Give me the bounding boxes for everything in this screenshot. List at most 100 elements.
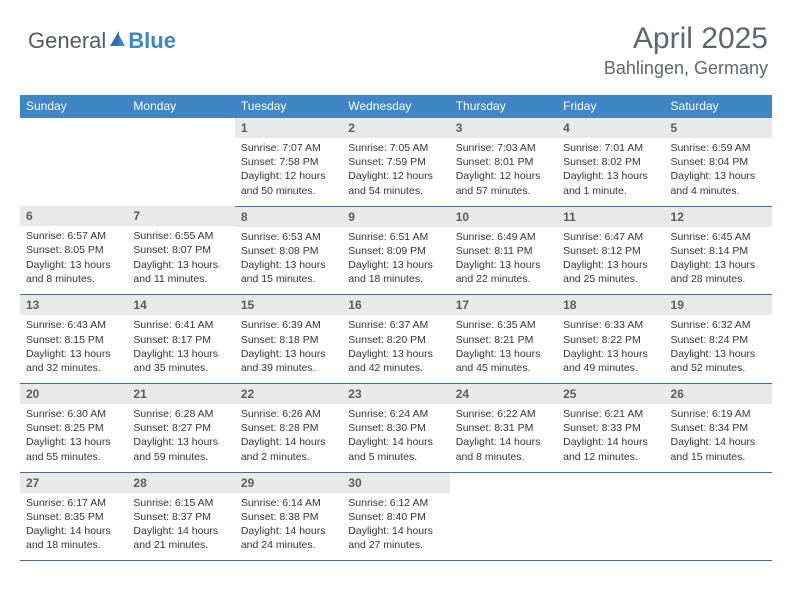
day-number: 26 (665, 384, 772, 404)
day-details: Sunrise: 6:26 AMSunset: 8:28 PMDaylight:… (235, 404, 342, 472)
day-number: 10 (450, 207, 557, 227)
day-detail-line: Daylight: 14 hours and 18 minutes. (26, 524, 121, 552)
day-detail-line: Sunset: 8:35 PM (26, 510, 121, 524)
day-detail-line: Sunset: 8:17 PM (133, 333, 228, 347)
day-detail-line: Sunrise: 6:26 AM (241, 407, 336, 421)
day-detail-line: Sunrise: 6:59 AM (671, 141, 766, 155)
day-detail-line: Daylight: 14 hours and 2 minutes. (241, 435, 336, 463)
day-detail-line: Sunset: 8:08 PM (241, 244, 336, 258)
day-of-week-header: Saturday (665, 95, 772, 118)
day-detail-line: Sunset: 8:25 PM (26, 421, 121, 435)
day-number: 8 (235, 207, 342, 227)
day-detail-line: Sunrise: 6:12 AM (348, 496, 443, 510)
day-number: 5 (665, 118, 772, 138)
day-number: 30 (342, 473, 449, 493)
logo: General Blue (28, 28, 176, 54)
day-details: Sunrise: 6:59 AMSunset: 8:04 PMDaylight:… (665, 138, 772, 206)
day-detail-line: Daylight: 13 hours and 4 minutes. (671, 169, 766, 197)
day-number: 16 (342, 295, 449, 315)
day-detail-line: Sunrise: 6:21 AM (563, 407, 658, 421)
day-detail-line: Daylight: 13 hours and 1 minute. (563, 169, 658, 197)
day-number: 11 (557, 207, 664, 227)
day-number: 21 (127, 384, 234, 404)
day-details: Sunrise: 7:07 AMSunset: 7:58 PMDaylight:… (235, 138, 342, 206)
day-number: 1 (235, 118, 342, 138)
day-detail-line: Sunrise: 6:55 AM (133, 229, 228, 243)
day-number: 3 (450, 118, 557, 138)
week-row: 1Sunrise: 7:07 AMSunset: 7:58 PMDaylight… (20, 118, 772, 206)
day-cell: 16Sunrise: 6:37 AMSunset: 8:20 PMDayligh… (342, 295, 449, 384)
day-detail-line: Sunrise: 6:53 AM (241, 230, 336, 244)
day-detail-line: Daylight: 14 hours and 15 minutes. (671, 435, 766, 463)
day-detail-line: Daylight: 14 hours and 27 minutes. (348, 524, 443, 552)
day-details: Sunrise: 6:30 AMSunset: 8:25 PMDaylight:… (20, 404, 127, 472)
day-detail-line: Daylight: 13 hours and 39 minutes. (241, 347, 336, 375)
day-details: Sunrise: 6:14 AMSunset: 8:38 PMDaylight:… (235, 493, 342, 561)
day-number: 13 (20, 295, 127, 315)
day-cell: 27Sunrise: 6:17 AMSunset: 8:35 PMDayligh… (20, 472, 127, 561)
day-detail-line: Daylight: 13 hours and 49 minutes. (563, 347, 658, 375)
day-cell: 13Sunrise: 6:43 AMSunset: 8:15 PMDayligh… (20, 295, 127, 384)
day-detail-line: Daylight: 13 hours and 35 minutes. (133, 347, 228, 375)
day-detail-line: Daylight: 13 hours and 32 minutes. (26, 347, 121, 375)
day-cell: 29Sunrise: 6:14 AMSunset: 8:38 PMDayligh… (235, 472, 342, 561)
day-detail-line: Daylight: 13 hours and 25 minutes. (563, 258, 658, 286)
day-cell: 11Sunrise: 6:47 AMSunset: 8:12 PMDayligh… (557, 206, 664, 295)
day-of-week-row: SundayMondayTuesdayWednesdayThursdayFrid… (20, 95, 772, 118)
day-details: Sunrise: 6:37 AMSunset: 8:20 PMDaylight:… (342, 315, 449, 383)
day-detail-line: Sunset: 8:18 PM (241, 333, 336, 347)
day-number: 15 (235, 295, 342, 315)
day-detail-line: Daylight: 12 hours and 54 minutes. (348, 169, 443, 197)
day-detail-line: Daylight: 13 hours and 11 minutes. (133, 258, 228, 286)
day-of-week-header: Tuesday (235, 95, 342, 118)
logo-sail-icon (107, 29, 127, 54)
day-detail-line: Sunset: 8:01 PM (456, 155, 551, 169)
day-detail-line: Daylight: 13 hours and 8 minutes. (26, 258, 121, 286)
day-detail-line: Sunset: 8:31 PM (456, 421, 551, 435)
day-detail-line: Daylight: 14 hours and 5 minutes. (348, 435, 443, 463)
day-number: 4 (557, 118, 664, 138)
day-detail-line: Daylight: 13 hours and 28 minutes. (671, 258, 766, 286)
day-detail-line: Sunset: 8:38 PM (241, 510, 336, 524)
day-detail-line: Sunrise: 6:43 AM (26, 318, 121, 332)
day-details: Sunrise: 6:17 AMSunset: 8:35 PMDaylight:… (20, 493, 127, 561)
day-of-week-header: Friday (557, 95, 664, 118)
day-number: 20 (20, 384, 127, 404)
day-cell: 30Sunrise: 6:12 AMSunset: 8:40 PMDayligh… (342, 472, 449, 561)
day-detail-line: Daylight: 13 hours and 22 minutes. (456, 258, 551, 286)
day-cell: 7Sunrise: 6:55 AMSunset: 8:07 PMDaylight… (127, 206, 234, 295)
day-detail-line: Sunset: 8:14 PM (671, 244, 766, 258)
day-detail-line: Sunrise: 6:47 AM (563, 230, 658, 244)
day-number: 25 (557, 384, 664, 404)
day-number: 18 (557, 295, 664, 315)
day-details: Sunrise: 6:21 AMSunset: 8:33 PMDaylight:… (557, 404, 664, 472)
day-detail-line: Daylight: 12 hours and 57 minutes. (456, 169, 551, 197)
day-detail-line: Sunset: 7:58 PM (241, 155, 336, 169)
day-cell: 28Sunrise: 6:15 AMSunset: 8:37 PMDayligh… (127, 472, 234, 561)
day-detail-line: Sunrise: 7:07 AM (241, 141, 336, 155)
day-detail-line: Sunset: 8:30 PM (348, 421, 443, 435)
day-details: Sunrise: 6:15 AMSunset: 8:37 PMDaylight:… (127, 493, 234, 561)
day-details: Sunrise: 6:53 AMSunset: 8:08 PMDaylight:… (235, 227, 342, 295)
day-details: Sunrise: 6:39 AMSunset: 8:18 PMDaylight:… (235, 315, 342, 383)
day-detail-line: Sunrise: 7:03 AM (456, 141, 551, 155)
day-cell: 5Sunrise: 6:59 AMSunset: 8:04 PMDaylight… (665, 118, 772, 206)
day-cell: 26Sunrise: 6:19 AMSunset: 8:34 PMDayligh… (665, 384, 772, 473)
day-cell: 1Sunrise: 7:07 AMSunset: 7:58 PMDaylight… (235, 118, 342, 206)
day-cell (127, 118, 234, 206)
day-details: Sunrise: 6:24 AMSunset: 8:30 PMDaylight:… (342, 404, 449, 472)
day-cell: 25Sunrise: 6:21 AMSunset: 8:33 PMDayligh… (557, 384, 664, 473)
day-number: 22 (235, 384, 342, 404)
location-label: Bahlingen, Germany (604, 58, 768, 79)
day-detail-line: Daylight: 13 hours and 42 minutes. (348, 347, 443, 375)
day-cell: 23Sunrise: 6:24 AMSunset: 8:30 PMDayligh… (342, 384, 449, 473)
day-number: 7 (127, 206, 234, 226)
day-detail-line: Sunset: 8:21 PM (456, 333, 551, 347)
day-details: Sunrise: 6:28 AMSunset: 8:27 PMDaylight:… (127, 404, 234, 472)
week-row: 13Sunrise: 6:43 AMSunset: 8:15 PMDayligh… (20, 295, 772, 384)
day-number: 2 (342, 118, 449, 138)
day-detail-line: Sunset: 8:28 PM (241, 421, 336, 435)
title-block: April 2025 Bahlingen, Germany (604, 22, 768, 79)
day-details: Sunrise: 6:55 AMSunset: 8:07 PMDaylight:… (127, 226, 234, 294)
day-detail-line: Sunrise: 6:57 AM (26, 229, 121, 243)
